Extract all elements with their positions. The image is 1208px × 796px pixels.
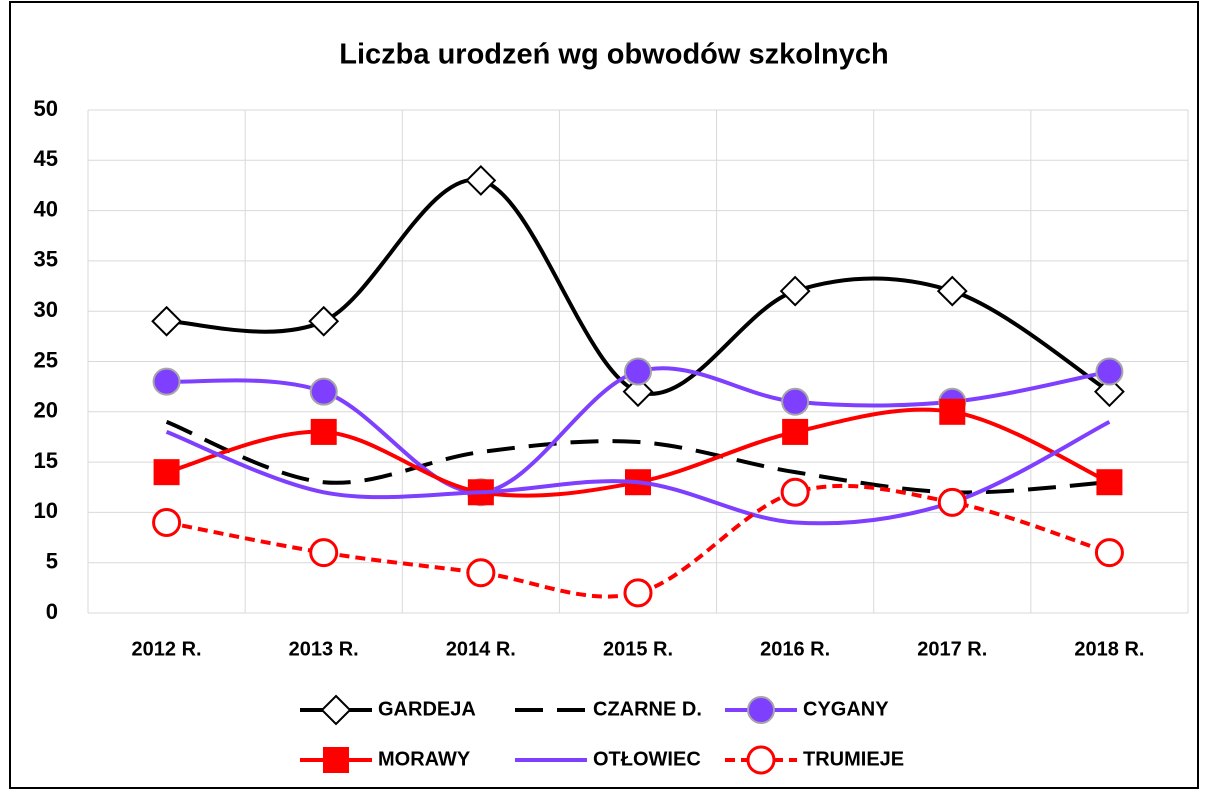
legend-marker [747,696,775,724]
data-point [1094,376,1125,408]
legend-label: GARDEJA [378,698,476,720]
data-point [1094,538,1124,568]
x-tick-label: 2018 R. [1074,638,1144,660]
legend-label: MORAWY [378,748,471,770]
data-point [308,305,340,337]
data-point [779,275,811,307]
chart-title: Liczba urodzeń wg obwodów szkolnych [339,39,888,71]
legend-marker [320,694,352,726]
legend-marker [746,745,776,775]
x-tick-label: 2013 R. [289,638,359,660]
data-point [780,477,810,507]
data-point [1095,357,1124,386]
data-point [939,398,966,425]
data-point [465,165,497,196]
y-tick-label: 10 [34,498,58,523]
data-point [623,578,653,608]
y-tick-label: 35 [34,247,58,272]
y-tick-label: 15 [34,448,58,473]
y-tick-label: 45 [34,146,58,171]
legend-label: CYGANY [803,698,889,720]
legend-marker [323,747,349,773]
data-point [152,367,181,396]
legend-label: CZARNE D. [593,698,702,720]
legend-label: OTŁOWIEC [593,748,701,770]
x-tick-label: 2015 R. [603,638,673,660]
data-point [624,357,652,386]
data-point [153,459,180,486]
data-point [1096,469,1123,496]
chart-frame [9,1,1199,789]
data-point [781,387,810,416]
x-tick-label: 2016 R. [760,638,830,660]
data-point [622,376,654,408]
data-point [782,418,809,445]
data-point [309,538,339,568]
y-tick-label: 50 [34,96,58,121]
y-tick-label: 0 [46,599,58,624]
y-tick-label: 40 [34,196,58,221]
y-tick-label: 25 [34,347,58,372]
data-point [466,558,496,588]
legend-label: TRUMIEJE [803,748,904,770]
y-tick-label: 30 [34,297,58,322]
y-tick-label: 20 [34,398,58,423]
data-point [309,377,338,406]
data-point [937,487,967,517]
data-point [310,418,337,445]
data-point [151,305,182,337]
y-tick-label: 5 [46,549,58,574]
data-point [936,275,968,307]
x-tick-label: 2017 R. [917,638,987,660]
data-point [152,507,182,537]
x-tick-label: 2012 R. [132,638,202,660]
x-tick-label: 2014 R. [446,638,516,660]
